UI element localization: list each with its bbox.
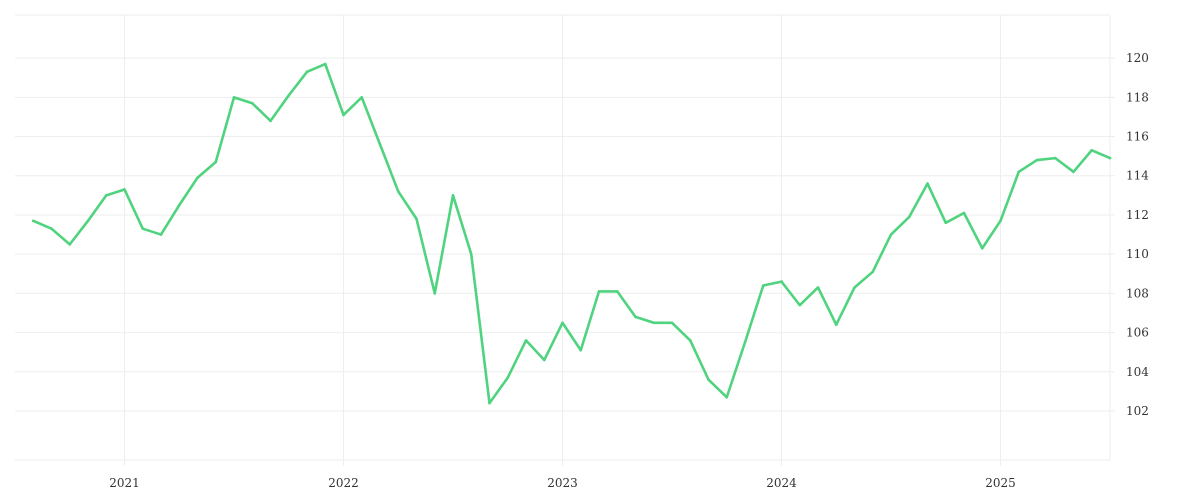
data-point (469, 252, 473, 256)
series (31, 62, 1112, 405)
data-point (396, 190, 400, 193)
data-point (269, 119, 272, 123)
y-tick-label: 110 (1126, 247, 1149, 261)
y-tick-label: 112 (1126, 208, 1149, 222)
data-point (287, 94, 291, 97)
data-point (104, 194, 108, 197)
tick-labels: 102 104 106 108 110 112 114 116 118 120 2021 2022 20… (109, 51, 1149, 490)
data-point (1090, 148, 1094, 152)
data-point (250, 101, 254, 105)
data-point (323, 62, 327, 66)
x-tick-label: 2024 (766, 476, 797, 490)
data-point (542, 358, 546, 362)
data-point (196, 176, 199, 180)
data-point (159, 233, 163, 236)
data-point (597, 290, 601, 293)
data-point (889, 233, 893, 236)
data-point (232, 96, 236, 99)
y-tick-label: 118 (1126, 90, 1149, 104)
data-point (634, 315, 637, 319)
data-point (342, 113, 345, 117)
data-point (305, 70, 309, 74)
grid (15, 15, 1110, 460)
data-point (214, 160, 218, 164)
x-tick-label: 2025 (985, 476, 1016, 490)
data-point (798, 303, 802, 307)
data-point (50, 227, 53, 230)
data-point (944, 221, 948, 225)
data-point (123, 188, 126, 191)
axes (15, 14, 1115, 466)
data-point (853, 286, 856, 289)
data-point (177, 203, 181, 207)
data-point (378, 143, 382, 146)
data-point (433, 292, 437, 295)
data-point (926, 182, 929, 185)
data-point (907, 215, 911, 219)
data-point (68, 243, 72, 246)
data-point (360, 96, 364, 99)
data-point (962, 211, 966, 215)
data-point (1072, 170, 1075, 174)
data-point (579, 348, 583, 352)
data-point (415, 217, 418, 221)
series-line (31, 62, 1112, 405)
data-point (615, 290, 619, 293)
data-point (761, 284, 765, 287)
y-tick-label: 108 (1126, 286, 1149, 300)
data-point (451, 194, 455, 197)
x-tick-label: 2021 (109, 476, 140, 490)
y-tick-label: 104 (1126, 365, 1149, 379)
data-point (1108, 156, 1112, 160)
data-point (652, 321, 656, 325)
y-tick-label: 120 (1126, 51, 1149, 65)
y-tick-label: 116 (1126, 130, 1149, 144)
data-point (780, 280, 783, 283)
data-point (524, 339, 528, 342)
data-point (688, 339, 692, 342)
data-point (86, 219, 90, 223)
data-point (1053, 156, 1057, 160)
data-point (871, 270, 875, 274)
y-tick-label: 114 (1126, 169, 1149, 183)
data-point (999, 219, 1002, 223)
data-point (743, 341, 747, 344)
x-tick-label: 2023 (547, 476, 578, 490)
data-point (488, 401, 491, 405)
y-tick-label: 106 (1126, 326, 1149, 340)
data-point (506, 376, 510, 379)
data-point (141, 227, 145, 230)
data-point (670, 321, 674, 325)
y-tick-label: 102 (1126, 404, 1149, 418)
data-point (816, 286, 820, 289)
data-point (834, 323, 838, 327)
data-point (725, 395, 729, 399)
data-point (707, 378, 710, 381)
data-point (1035, 158, 1039, 162)
data-point (1017, 170, 1021, 174)
data-point (31, 219, 35, 223)
data-point (561, 321, 564, 325)
x-tick-label: 2022 (328, 476, 359, 490)
data-point (980, 246, 984, 250)
